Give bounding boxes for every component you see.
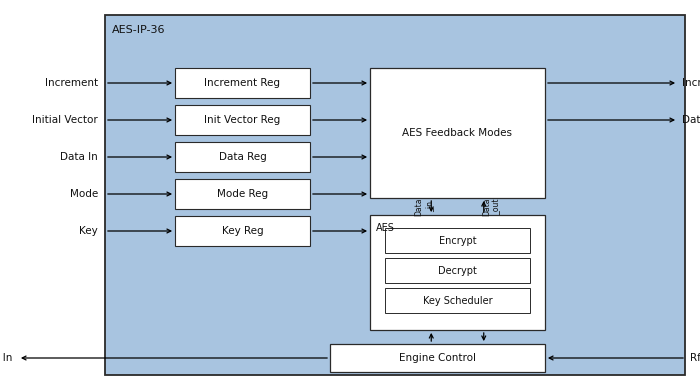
- Text: Key Reg: Key Reg: [222, 226, 263, 236]
- Bar: [175, 68, 310, 98]
- Text: Init Vector Reg: Init Vector Reg: [204, 115, 281, 125]
- Text: Data
_out: Data _out: [482, 197, 501, 216]
- Bar: [370, 215, 545, 330]
- Text: Data
_in: Data _in: [414, 197, 434, 216]
- Bar: [175, 216, 310, 246]
- Text: AES: AES: [376, 223, 395, 233]
- Text: Decrypt: Decrypt: [438, 266, 477, 275]
- Text: Data Out: Data Out: [682, 115, 700, 125]
- Text: Increment Reg: Increment Reg: [204, 78, 281, 88]
- Text: Rfd Out: Rfd Out: [690, 353, 700, 363]
- Text: Engine Control: Engine Control: [399, 353, 476, 363]
- Bar: [385, 228, 530, 253]
- Text: Encrypt: Encrypt: [439, 235, 476, 245]
- Bar: [370, 68, 545, 198]
- Text: Initial Vector: Initial Vector: [32, 115, 98, 125]
- Bar: [385, 258, 530, 283]
- Bar: [175, 179, 310, 209]
- Text: Key Scheduler: Key Scheduler: [423, 296, 492, 305]
- Bar: [330, 344, 545, 372]
- Bar: [385, 288, 530, 313]
- Bar: [105, 15, 685, 375]
- Text: Data In: Data In: [60, 152, 98, 162]
- Text: AES-IP-36: AES-IP-36: [112, 25, 165, 35]
- Text: Mode Reg: Mode Reg: [217, 189, 268, 199]
- Text: Data Reg: Data Reg: [218, 152, 267, 162]
- Text: Mode: Mode: [70, 189, 98, 199]
- Text: AES Feedback Modes: AES Feedback Modes: [402, 128, 512, 138]
- Bar: [175, 142, 310, 172]
- Text: Key: Key: [79, 226, 98, 236]
- Bar: [175, 105, 310, 135]
- Text: Rfd In: Rfd In: [0, 353, 12, 363]
- Text: Increment: Increment: [45, 78, 98, 88]
- Text: Increment: Increment: [682, 78, 700, 88]
